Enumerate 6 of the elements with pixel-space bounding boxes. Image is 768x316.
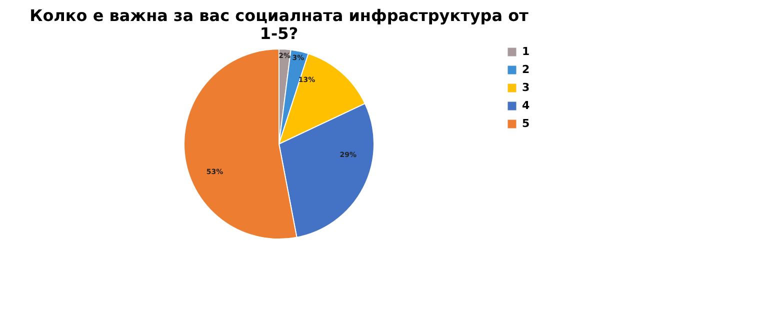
- legend-label: 4: [522, 99, 530, 112]
- legend-label: 5: [522, 117, 530, 130]
- legend-label: 3: [522, 81, 530, 94]
- legend-label: 1: [522, 45, 530, 58]
- legend-label: 2: [522, 63, 530, 76]
- chart-title: Колко е важна за вас социалната инфраструктура от 1-5?: [30, 6, 530, 43]
